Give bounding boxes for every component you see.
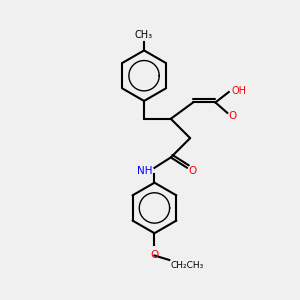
Text: O: O xyxy=(150,250,159,260)
Text: O: O xyxy=(229,111,237,121)
Text: CH₃: CH₃ xyxy=(135,30,153,40)
Text: NH: NH xyxy=(136,166,152,176)
Text: OH: OH xyxy=(231,85,246,96)
Text: O: O xyxy=(189,167,197,176)
Text: CH₂CH₃: CH₂CH₃ xyxy=(171,262,204,271)
